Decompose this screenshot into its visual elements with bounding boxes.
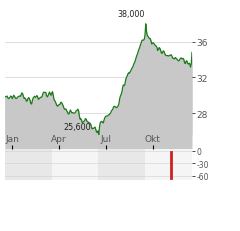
Bar [98,147,145,182]
Bar [5,147,52,182]
Text: 25,600: 25,600 [63,122,90,131]
Text: 38,000: 38,000 [117,10,145,19]
